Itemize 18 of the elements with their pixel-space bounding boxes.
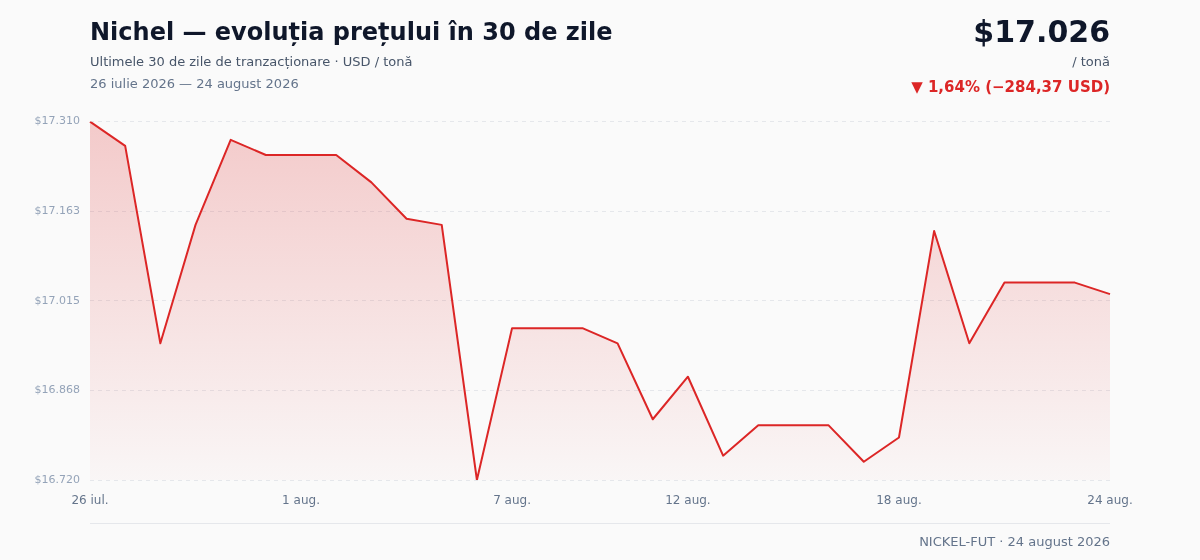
x-tick-label: 26 iul. xyxy=(71,493,109,508)
y-tick-label: $17.310 xyxy=(34,114,80,128)
y-tick-label: $16.868 xyxy=(34,383,80,397)
chart-title: Nichel — evoluția prețului în 30 de zile xyxy=(90,18,613,46)
text: 26 iulie 2026 — 24 august 2026 xyxy=(90,76,299,91)
text: / tonă xyxy=(1072,54,1110,69)
text: ▼ 1,64% (−284,37 USD) xyxy=(911,78,1110,96)
y-tick-label: $16.720 xyxy=(34,472,80,486)
chart-subtitle: Ultimele 30 de zile de tranzacționare · USD / tonă xyxy=(90,54,413,69)
y-tick-label: $17.015 xyxy=(34,293,80,307)
text: NICKEL-FUT · 24 august 2026 xyxy=(919,534,1110,549)
text: $17.026 xyxy=(973,14,1110,49)
x-tick-label: 1 aug. xyxy=(282,493,320,508)
x-tick-label: 18 aug. xyxy=(876,493,922,508)
y-tick-label: $17.163 xyxy=(34,204,80,218)
x-tick-label: 24 aug. xyxy=(1087,493,1133,508)
x-tick-label: 12 aug. xyxy=(665,493,711,508)
x-tick-label: 7 aug. xyxy=(493,493,531,508)
